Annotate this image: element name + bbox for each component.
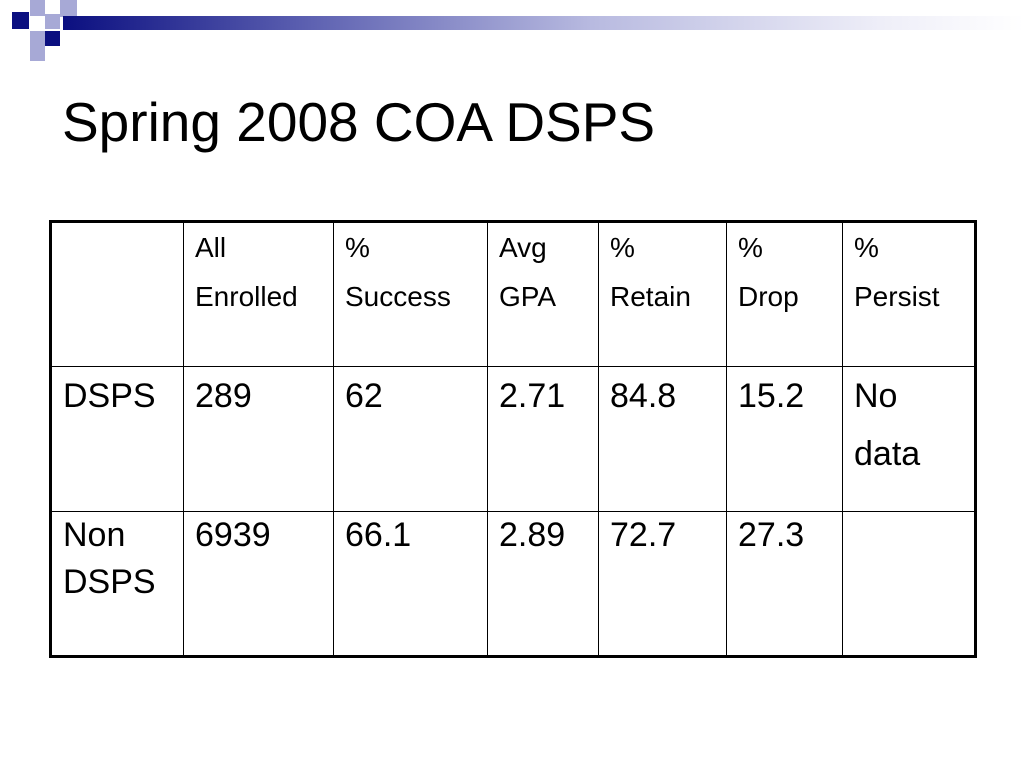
header-line: Success [345,281,451,312]
table-cell: 2.89 [487,511,599,657]
table-cell: 62 [333,366,488,512]
decor-square [30,46,45,61]
header-line: Enrolled [195,281,298,312]
header-cell-avg-gpa: Avg GPA [487,221,599,367]
cell-value: 84.8 [610,377,677,415]
header-line: % [345,232,370,263]
cell-value: 15.2 [738,377,805,415]
table-cell: 289 [183,366,334,512]
table-cell-persist: No data [842,366,976,512]
header-line: Persist [854,281,940,312]
cell-value: 66.1 [345,516,412,554]
table-cell: 2.71 [487,366,599,512]
decor-square [45,14,60,29]
cell-value: 27.3 [738,516,805,554]
header-line: % [854,232,879,263]
header-cell-success: % Success [333,221,488,367]
table-header-row: All Enrolled % Success Avg GPA % Retain … [50,221,976,367]
row-label: DSPS [63,563,156,601]
cell-value: 2.89 [499,516,566,554]
row-label: DSPS [63,377,156,415]
table-cell: 27.3 [726,511,843,657]
table-row: DSPS 289 62 2.71 84.8 15.2 No data [50,366,976,512]
header-line: % [610,232,635,263]
cell-value: No [854,377,898,415]
decor-square [30,31,45,46]
table-cell-persist [842,511,976,657]
header-line: Avg [499,232,547,263]
header-line: Retain [610,281,691,312]
decor-square [30,0,45,16]
table-row: Non DSPS 6939 66.1 2.89 72.7 27.3 [50,511,976,657]
header-line: All [195,232,227,263]
header-cell-all-enrolled: All Enrolled [183,221,334,367]
row-label: Non [63,516,126,554]
top-gradient-bar [63,16,1024,30]
cell-value: data [854,435,921,473]
table-cell: 6939 [183,511,334,657]
data-table: All Enrolled % Success Avg GPA % Retain … [49,220,977,658]
cell-value: 2.71 [499,377,566,415]
header-cell-retain: % Retain [598,221,727,367]
header-line: GPA [499,281,557,312]
header-line: % [738,232,763,263]
table-cell: 84.8 [598,366,727,512]
cell-value: 289 [195,377,252,415]
header-cell-empty [50,221,184,367]
decor-square [45,31,60,46]
decor-square [60,0,77,17]
cell-value: 62 [345,377,383,415]
table-cell: 72.7 [598,511,727,657]
row-label-cell: Non DSPS [50,511,184,657]
table-cell: 15.2 [726,366,843,512]
row-label-cell: DSPS [50,366,184,512]
header-cell-drop: % Drop [726,221,843,367]
slide-title: Spring 2008 COA DSPS [62,91,656,153]
header-cell-persist: % Persist [842,221,976,367]
cell-value: 6939 [195,516,271,554]
header-line: Drop [738,281,799,312]
cell-value: 72.7 [610,516,677,554]
table-cell: 66.1 [333,511,488,657]
decor-square [12,12,29,29]
